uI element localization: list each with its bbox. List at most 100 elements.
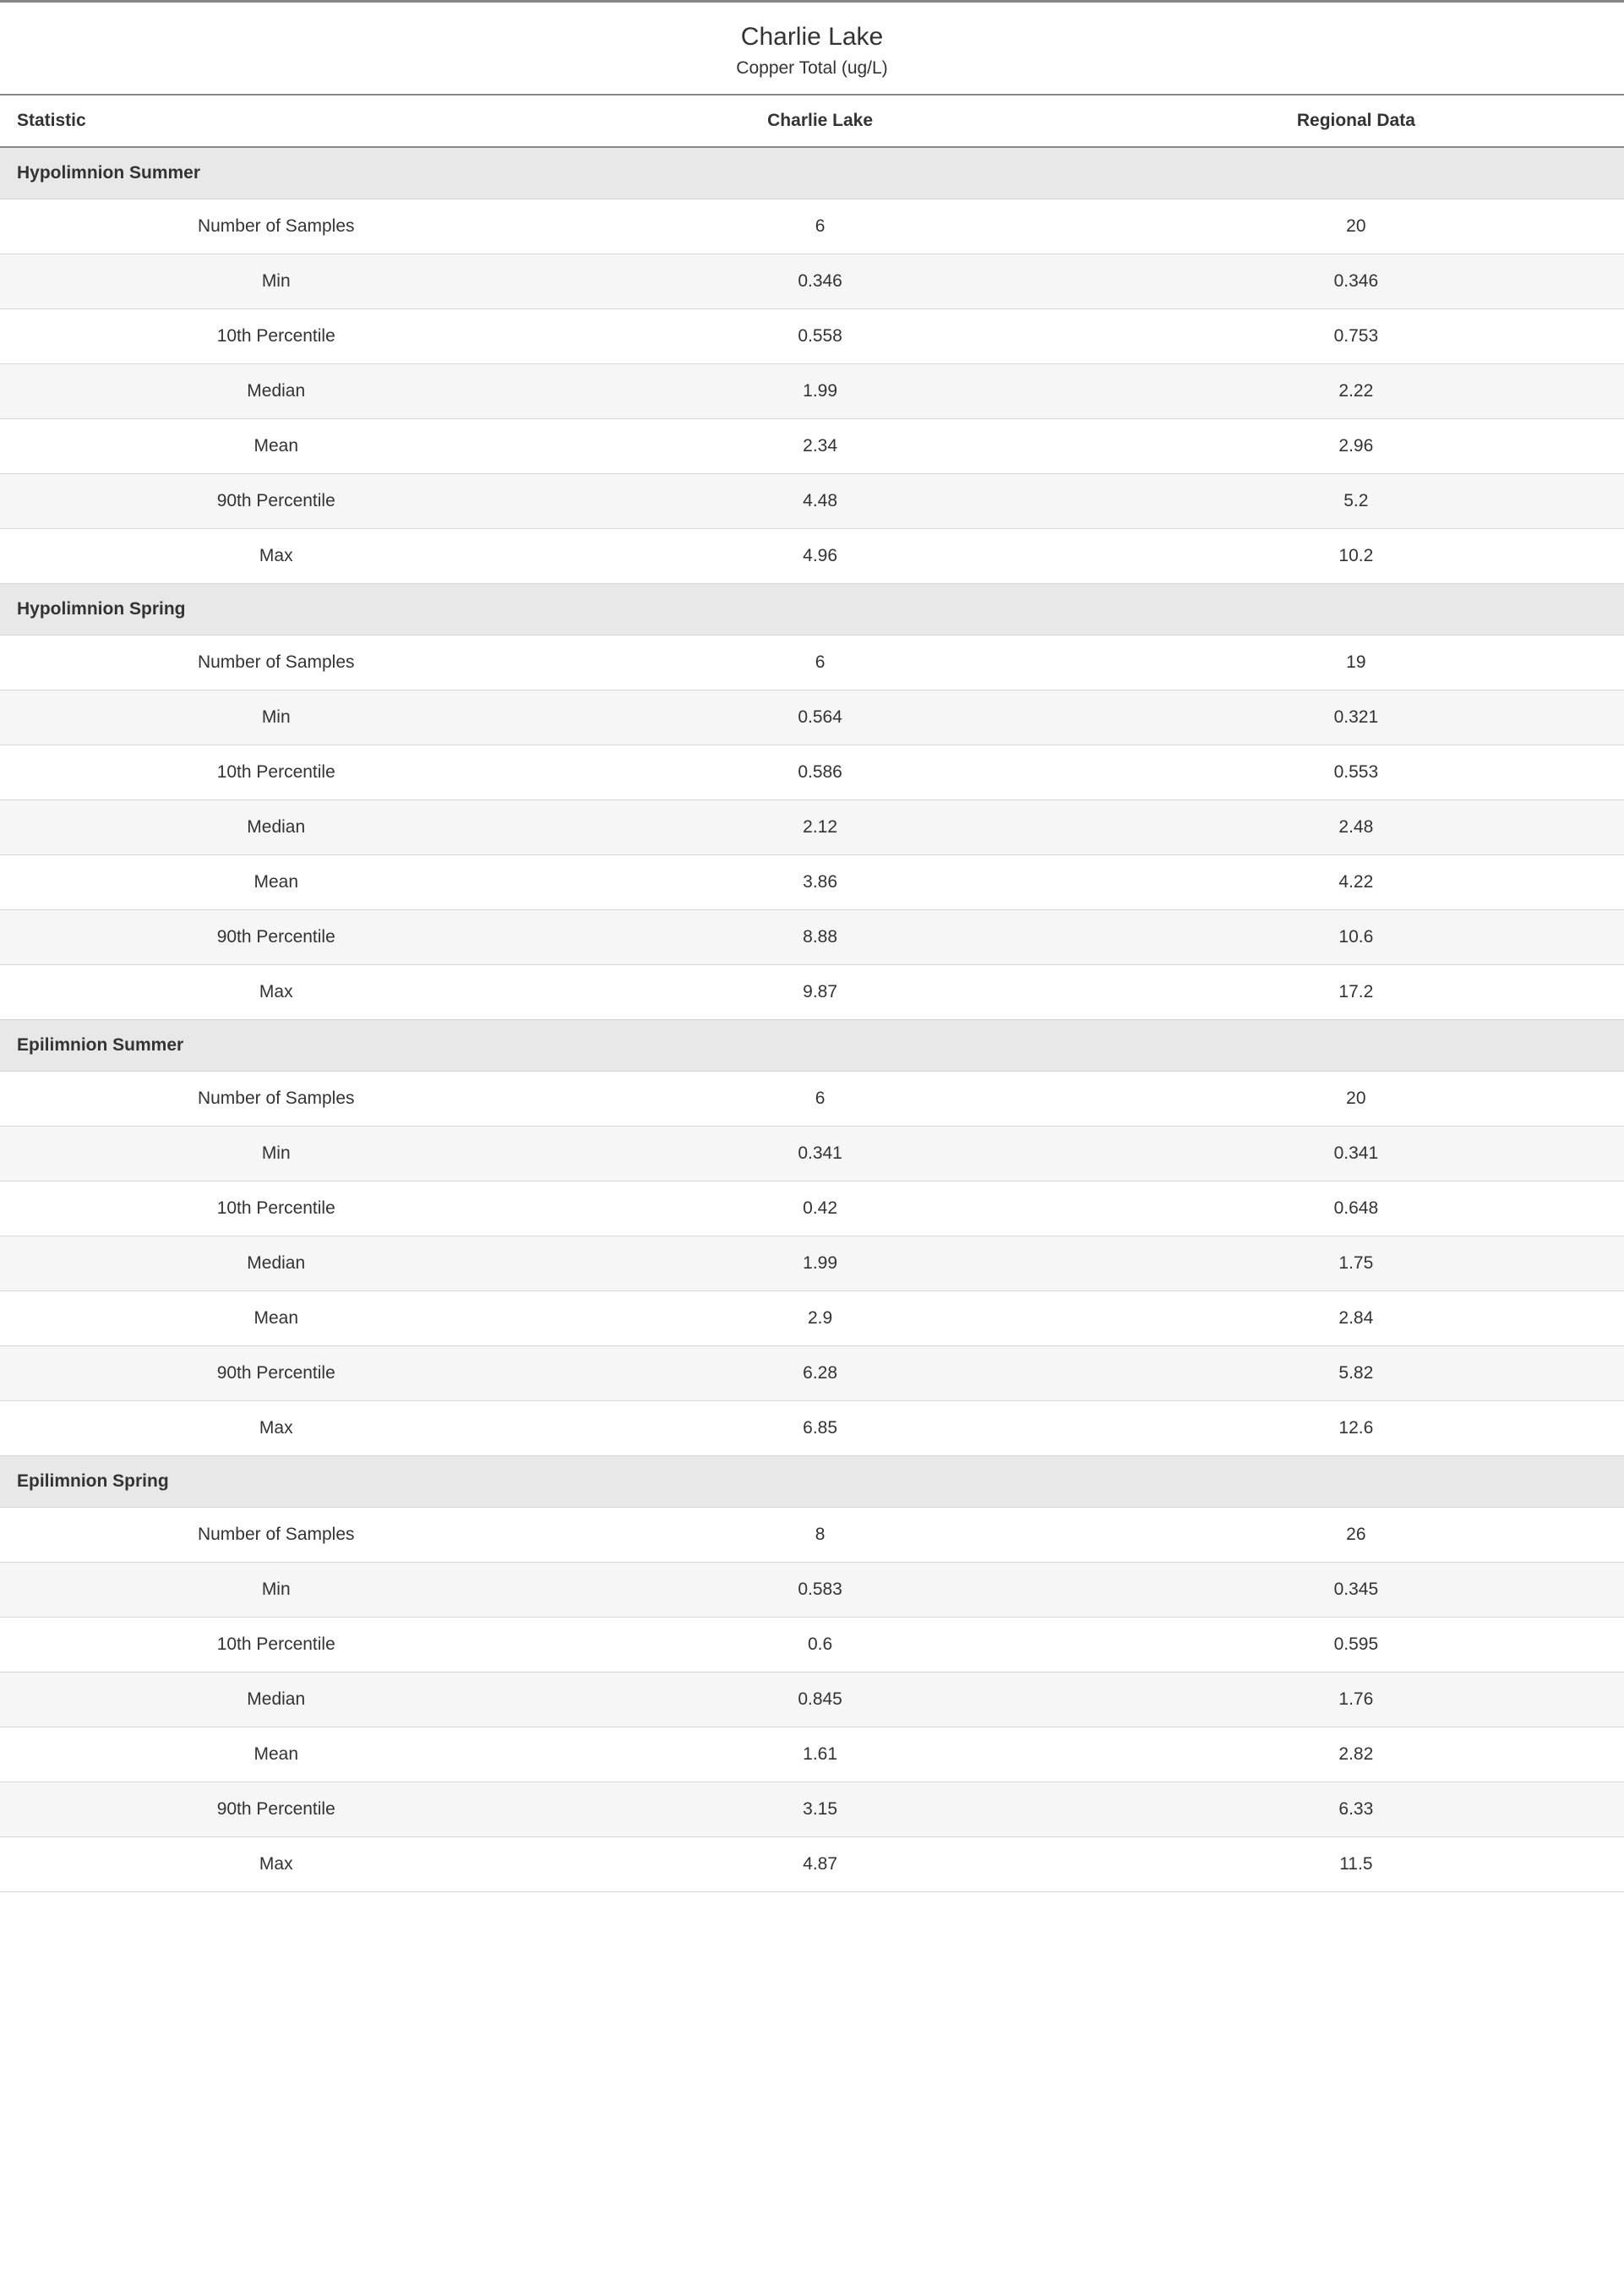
section-header-label: Hypolimnion Spring: [0, 584, 1624, 636]
stat-label: 10th Percentile: [0, 1618, 552, 1672]
section-header-row: Epilimnion Summer: [0, 1020, 1624, 1072]
table-row: Number of Samples826: [0, 1508, 1624, 1563]
table-row: 10th Percentile0.5580.753: [0, 309, 1624, 364]
stat-label: Median: [0, 800, 552, 855]
section-header-row: Hypolimnion Summer: [0, 147, 1624, 199]
site-value: 4.48: [552, 474, 1087, 529]
stats-table: Statistic Charlie Lake Regional Data Hyp…: [0, 94, 1624, 1892]
section-header-label: Hypolimnion Summer: [0, 147, 1624, 199]
table-header-row: Statistic Charlie Lake Regional Data: [0, 95, 1624, 147]
table-row: 90th Percentile3.156.33: [0, 1782, 1624, 1837]
table-row: Min0.3410.341: [0, 1127, 1624, 1181]
regional-value: 17.2: [1088, 965, 1624, 1020]
stat-label: Min: [0, 254, 552, 309]
regional-value: 10.2: [1088, 529, 1624, 584]
table-row: Number of Samples620: [0, 1072, 1624, 1127]
col-header-site: Charlie Lake: [552, 95, 1087, 147]
stat-label: Median: [0, 1672, 552, 1727]
regional-value: 6.33: [1088, 1782, 1624, 1837]
stat-label: Number of Samples: [0, 1072, 552, 1127]
site-value: 0.346: [552, 254, 1087, 309]
regional-value: 26: [1088, 1508, 1624, 1563]
site-value: 3.86: [552, 855, 1087, 910]
regional-value: 20: [1088, 1072, 1624, 1127]
site-value: 6: [552, 636, 1087, 690]
title-block: Charlie Lake Copper Total (ug/L): [0, 3, 1624, 94]
regional-value: 0.345: [1088, 1563, 1624, 1618]
stat-label: Number of Samples: [0, 636, 552, 690]
regional-value: 2.84: [1088, 1291, 1624, 1346]
table-row: Median2.122.48: [0, 800, 1624, 855]
stat-label: 10th Percentile: [0, 309, 552, 364]
site-value: 0.558: [552, 309, 1087, 364]
site-value: 1.99: [552, 1236, 1087, 1291]
site-value: 2.34: [552, 419, 1087, 474]
site-value: 1.61: [552, 1727, 1087, 1782]
regional-value: 2.22: [1088, 364, 1624, 419]
col-header-regional: Regional Data: [1088, 95, 1624, 147]
page-subtitle: Copper Total (ug/L): [0, 58, 1624, 79]
regional-value: 5.82: [1088, 1346, 1624, 1401]
regional-value: 2.48: [1088, 800, 1624, 855]
site-value: 0.564: [552, 690, 1087, 745]
regional-value: 0.341: [1088, 1127, 1624, 1181]
stat-label: Min: [0, 690, 552, 745]
stat-label: Median: [0, 1236, 552, 1291]
table-row: Mean1.612.82: [0, 1727, 1624, 1782]
table-row: Median1.991.75: [0, 1236, 1624, 1291]
table-row: 10th Percentile0.420.648: [0, 1181, 1624, 1236]
stat-label: Number of Samples: [0, 199, 552, 254]
regional-value: 1.76: [1088, 1672, 1624, 1727]
site-value: 0.845: [552, 1672, 1087, 1727]
regional-value: 5.2: [1088, 474, 1624, 529]
table-row: 90th Percentile6.285.82: [0, 1346, 1624, 1401]
stat-label: Mean: [0, 855, 552, 910]
stat-label: Mean: [0, 419, 552, 474]
regional-value: 0.346: [1088, 254, 1624, 309]
table-body: Hypolimnion SummerNumber of Samples620Mi…: [0, 147, 1624, 1892]
site-value: 6: [552, 1072, 1087, 1127]
section-header-row: Hypolimnion Spring: [0, 584, 1624, 636]
table-row: Median1.992.22: [0, 364, 1624, 419]
site-value: 0.6: [552, 1618, 1087, 1672]
table-row: Max4.9610.2: [0, 529, 1624, 584]
regional-value: 0.648: [1088, 1181, 1624, 1236]
table-row: Mean2.342.96: [0, 419, 1624, 474]
site-value: 0.341: [552, 1127, 1087, 1181]
table-row: Number of Samples620: [0, 199, 1624, 254]
stat-label: Max: [0, 965, 552, 1020]
regional-value: 0.753: [1088, 309, 1624, 364]
section-header-row: Epilimnion Spring: [0, 1456, 1624, 1508]
table-row: Max4.8711.5: [0, 1837, 1624, 1892]
stat-label: Min: [0, 1563, 552, 1618]
table-row: 10th Percentile0.60.595: [0, 1618, 1624, 1672]
stat-label: 90th Percentile: [0, 1782, 552, 1837]
table-row: 90th Percentile8.8810.6: [0, 910, 1624, 965]
stat-label: Max: [0, 1401, 552, 1456]
table-row: Max6.8512.6: [0, 1401, 1624, 1456]
report-container: Charlie Lake Copper Total (ug/L) Statist…: [0, 0, 1624, 1892]
stat-label: 10th Percentile: [0, 745, 552, 800]
table-row: Min0.5830.345: [0, 1563, 1624, 1618]
site-value: 3.15: [552, 1782, 1087, 1837]
site-value: 0.583: [552, 1563, 1087, 1618]
section-header-label: Epilimnion Summer: [0, 1020, 1624, 1072]
stat-label: Mean: [0, 1291, 552, 1346]
table-row: 10th Percentile0.5860.553: [0, 745, 1624, 800]
table-row: Mean3.864.22: [0, 855, 1624, 910]
page-title: Charlie Lake: [0, 23, 1624, 52]
regional-value: 19: [1088, 636, 1624, 690]
stat-label: Mean: [0, 1727, 552, 1782]
regional-value: 2.82: [1088, 1727, 1624, 1782]
regional-value: 1.75: [1088, 1236, 1624, 1291]
site-value: 0.42: [552, 1181, 1087, 1236]
site-value: 2.9: [552, 1291, 1087, 1346]
regional-value: 11.5: [1088, 1837, 1624, 1892]
table-row: Min0.3460.346: [0, 254, 1624, 309]
stat-label: Number of Samples: [0, 1508, 552, 1563]
table-row: Mean2.92.84: [0, 1291, 1624, 1346]
site-value: 4.96: [552, 529, 1087, 584]
stat-label: 90th Percentile: [0, 910, 552, 965]
table-row: Median0.8451.76: [0, 1672, 1624, 1727]
table-row: 90th Percentile4.485.2: [0, 474, 1624, 529]
